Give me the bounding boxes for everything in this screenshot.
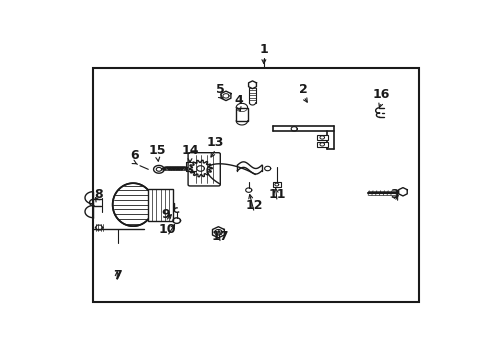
Polygon shape xyxy=(112,183,153,226)
Polygon shape xyxy=(212,227,224,238)
Text: 5: 5 xyxy=(216,83,224,96)
Bar xyxy=(147,189,173,221)
Bar xyxy=(272,183,280,187)
Text: 15: 15 xyxy=(149,144,166,157)
Polygon shape xyxy=(189,160,211,177)
Text: 12: 12 xyxy=(245,199,263,212)
Bar xyxy=(316,142,327,147)
Text: 17: 17 xyxy=(211,230,228,243)
Text: 1: 1 xyxy=(259,43,268,56)
Text: 7: 7 xyxy=(113,269,122,282)
FancyBboxPatch shape xyxy=(188,153,220,186)
Text: 13: 13 xyxy=(206,135,224,149)
Text: 8: 8 xyxy=(94,188,102,201)
Text: 6: 6 xyxy=(130,149,139,162)
Text: 14: 14 xyxy=(181,144,198,157)
Polygon shape xyxy=(221,91,230,100)
Bar xyxy=(236,108,247,121)
Text: 11: 11 xyxy=(268,188,285,201)
Text: 16: 16 xyxy=(372,89,389,102)
Polygon shape xyxy=(398,188,407,196)
Text: 4: 4 xyxy=(234,94,243,107)
Text: 2: 2 xyxy=(299,83,307,96)
Bar xyxy=(316,135,327,140)
Text: 3: 3 xyxy=(389,188,398,201)
Text: 10: 10 xyxy=(158,223,176,236)
Text: 9: 9 xyxy=(161,208,169,221)
Bar xyxy=(93,68,418,302)
Polygon shape xyxy=(248,81,256,89)
